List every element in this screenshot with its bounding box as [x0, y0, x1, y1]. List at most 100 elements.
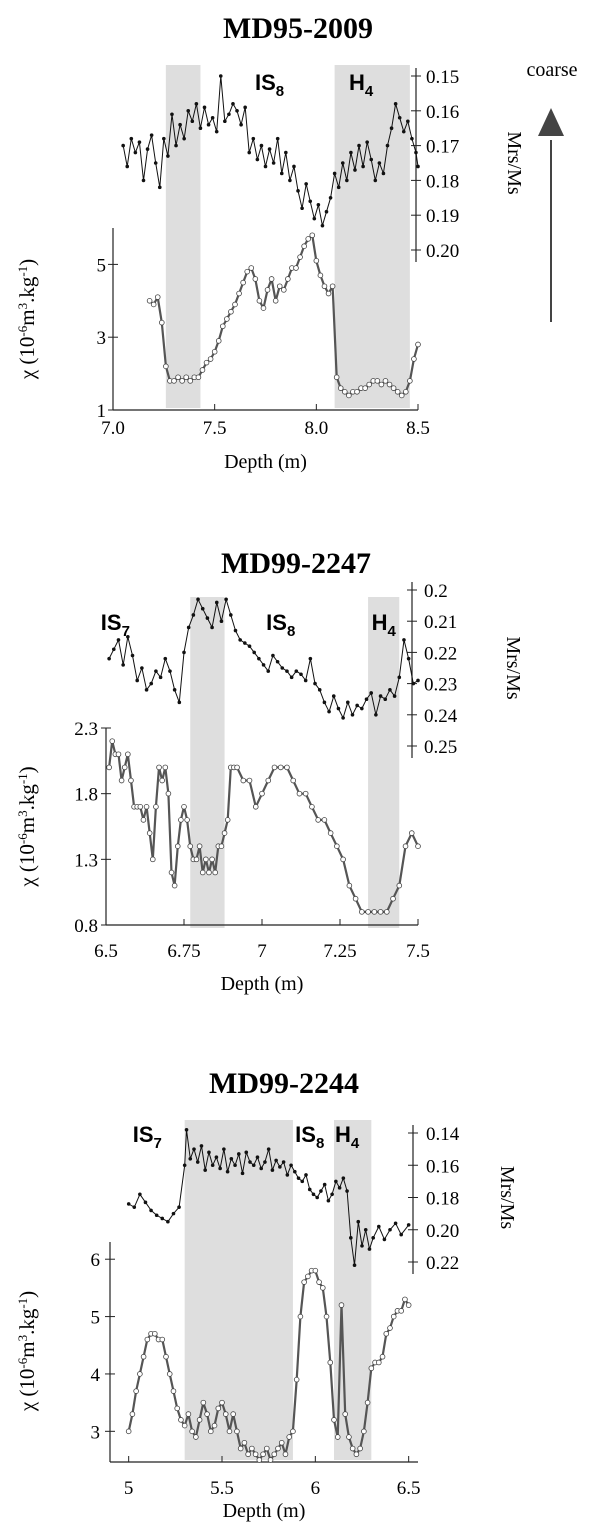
right-tick-label: 0.2	[424, 581, 448, 602]
event-label-subscript: 7	[122, 623, 130, 640]
mrs-ms-point	[218, 1166, 222, 1171]
axis-title-text: χ (10	[15, 1369, 39, 1413]
left-tick-label: 5	[91, 1308, 101, 1329]
mrs-ms-point	[332, 171, 337, 176]
chi-point	[342, 1411, 349, 1417]
chi-point	[211, 1422, 218, 1429]
event-label: IS7	[133, 1122, 162, 1152]
mrs-ms-point	[416, 678, 420, 683]
shaded-interval	[334, 65, 410, 408]
left-axis-title: χ (10-6m3.kg-1)	[15, 259, 40, 380]
event-label: IS7	[101, 610, 130, 640]
chi-point	[293, 1376, 300, 1383]
chi-point	[353, 1451, 360, 1458]
mrs-ms-point	[135, 678, 139, 683]
chi-point	[271, 764, 278, 771]
left-tick-label: 6	[91, 1250, 101, 1271]
mrs-ms-point	[154, 669, 158, 673]
x-tick-label: 6.5	[94, 941, 118, 962]
chi-point	[309, 803, 315, 810]
axis-title-superscript: -6	[15, 1357, 30, 1368]
chi-point	[263, 1445, 270, 1452]
chi-point	[305, 1273, 311, 1280]
mrs-ms-series-line	[122, 75, 419, 227]
chi-point	[204, 1411, 210, 1417]
chart-panel-md99-2247: MD99-2247 6.5 6.75 7 7.25 7.5 Depth (m) 0.8 1.3 1…	[15, 547, 525, 995]
x-tick-label: 6.75	[167, 941, 200, 962]
axis-title-superscript: -1	[15, 1298, 30, 1309]
x-tick-label: 7	[257, 941, 267, 962]
mrs-ms-point	[393, 1221, 398, 1226]
chi-point	[245, 1451, 251, 1458]
mrs-ms-point	[200, 606, 205, 611]
mrs-ms-point	[402, 638, 406, 642]
mrs-ms-point	[364, 697, 369, 701]
mrs-ms-point	[357, 143, 361, 148]
right-tick-label: 0.15	[426, 67, 459, 88]
mrs-ms-point	[196, 597, 200, 602]
chi-point	[290, 1428, 296, 1435]
mrs-ms-point	[222, 1147, 226, 1151]
chi-point	[178, 817, 184, 823]
chi-point	[271, 1451, 278, 1458]
right-axis-title: Mrs/Ms	[496, 1166, 518, 1230]
chi-point	[361, 1428, 367, 1435]
chi-point	[166, 1371, 173, 1377]
mrs-ms-point	[237, 1152, 241, 1156]
mrs-ms-point	[346, 700, 350, 705]
event-label-main: H	[349, 70, 365, 95]
mrs-ms-point	[397, 115, 402, 120]
x-tick-label: 7.25	[323, 941, 356, 962]
mrs-ms-point	[247, 644, 252, 648]
chi-point	[195, 374, 202, 381]
chi-point	[378, 381, 385, 388]
right-tick-label: 0.14	[426, 1124, 460, 1145]
mrs-ms-point	[186, 625, 191, 630]
mrs-ms-point	[214, 600, 219, 605]
mrs-ms-point	[172, 688, 177, 692]
chi-point	[232, 301, 238, 308]
mrs-ms-point	[174, 143, 178, 148]
chi-point	[411, 356, 417, 362]
mrs-ms-point	[229, 613, 233, 617]
shaded-interval	[368, 597, 400, 928]
right-tick-label: 0.21	[424, 612, 457, 633]
chi-point	[375, 1359, 382, 1366]
x-tick-label: 7.5	[203, 418, 227, 439]
chi-point	[365, 909, 371, 915]
chi-point	[200, 1399, 207, 1406]
chi-point	[146, 830, 153, 836]
mrs-ms-point	[271, 161, 276, 165]
chi-point	[193, 856, 200, 863]
chi-point	[218, 843, 225, 849]
chi-point	[346, 392, 352, 399]
chi-point	[301, 243, 307, 250]
axis-title-superscript: 3	[15, 303, 30, 310]
chi-point	[327, 830, 334, 836]
mrs-ms-point	[330, 1192, 334, 1197]
chi-point	[226, 1428, 233, 1435]
mrs-ms-point	[378, 694, 383, 698]
x-tick-label: 8.0	[304, 418, 328, 439]
event-label-subscript: 8	[316, 1135, 324, 1152]
chi-point	[357, 1445, 363, 1452]
chi-point	[252, 1451, 259, 1458]
chi-point	[125, 751, 131, 758]
chi-point	[185, 1411, 192, 1417]
mrs-ms-point	[293, 1169, 297, 1174]
coarse-label: coarse	[526, 59, 577, 81]
mrs-ms-point	[267, 147, 272, 151]
chi-point	[346, 882, 353, 889]
chi-point	[179, 378, 185, 384]
chi-point	[402, 1296, 408, 1303]
chi-point	[340, 856, 346, 863]
mrs-ms-point	[184, 1127, 189, 1132]
mrs-ms-point	[171, 1211, 176, 1216]
event-label-subscript: 4	[365, 83, 374, 100]
mrs-ms-point	[263, 164, 268, 169]
event-label-main: IS	[133, 1122, 154, 1147]
right-tick-label: 0.22	[424, 643, 457, 664]
mrs-ms-point	[382, 1237, 387, 1242]
mrs-ms-point	[252, 650, 256, 655]
